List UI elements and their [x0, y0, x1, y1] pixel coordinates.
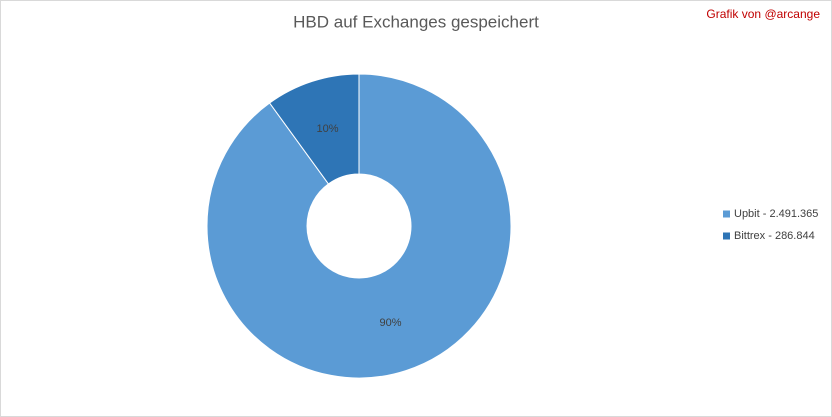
legend-swatch: [723, 210, 730, 218]
legend-label: Bittrex - 286.844: [734, 230, 815, 242]
legend-swatch: [723, 232, 730, 240]
data-label: 10%: [316, 123, 338, 135]
data-label: 90%: [380, 317, 402, 329]
donut-slice: [206, 73, 512, 379]
donut-slice: [268, 73, 360, 185]
legend-label: Upbit - 2.491.365: [734, 208, 818, 220]
chart-title: HBD auf Exchanges gespeichert: [293, 12, 539, 31]
annotation: Grafik von @arcange: [706, 7, 820, 21]
